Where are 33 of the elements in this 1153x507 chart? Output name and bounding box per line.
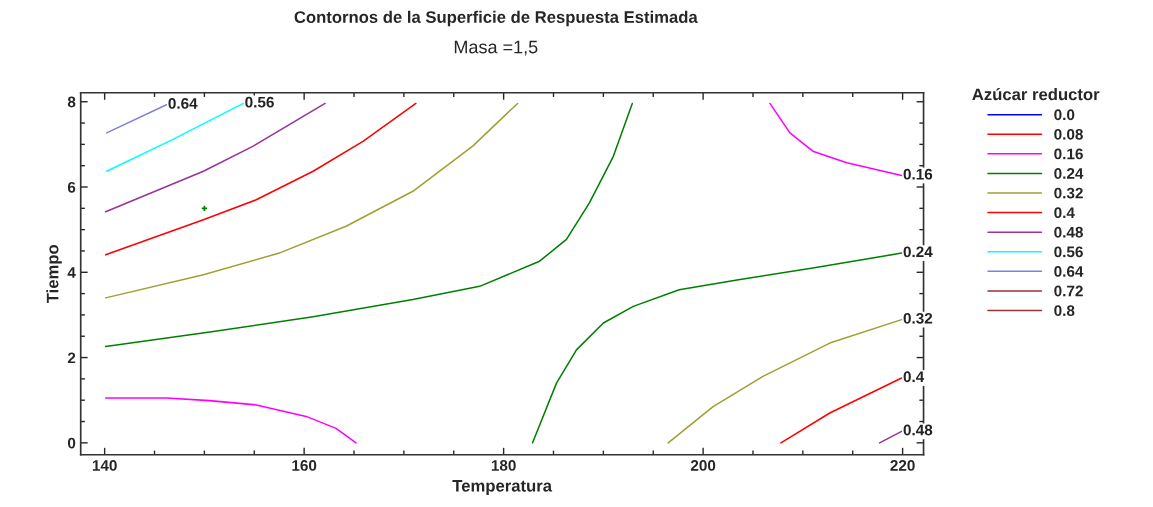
x-tick-label: 160	[292, 460, 317, 471]
annotation: 0.48	[903, 424, 933, 436]
y-tick-label: 4	[67, 267, 76, 278]
legend-label: 0.72	[1054, 285, 1083, 297]
x-tick-label: 200	[690, 460, 716, 471]
y-tick-label: 8	[67, 96, 76, 108]
x-tick-label: 180	[491, 460, 516, 471]
y-tick-label: 6	[67, 181, 76, 193]
annotation: 0.32	[903, 312, 933, 324]
legend-label: 0.32	[1054, 187, 1083, 199]
y-tick-label: 2	[67, 352, 76, 364]
legend-label: 0.56	[1054, 246, 1083, 258]
legend-label: 0.16	[1054, 148, 1083, 160]
legend-label: 0.8	[1054, 305, 1075, 317]
legend-label: 0.4	[1054, 207, 1075, 219]
legend-label: 0.08	[1054, 128, 1083, 140]
annotation: 0.64	[168, 98, 198, 109]
annotation: 0.4	[903, 371, 925, 383]
y-tick-label: 0	[67, 437, 76, 449]
legend-title: Azúcar reductor	[972, 87, 1100, 101]
x-tick-label: 140	[92, 460, 117, 471]
chart-subtitle: Masa =1,5	[454, 40, 538, 56]
annotation: 0.56	[245, 96, 274, 108]
annotation: 0.24	[903, 246, 933, 258]
x-axis-title: Temperatura	[452, 480, 553, 495]
y-axis-title: Tiempo	[46, 244, 62, 304]
legend-label: 0.24	[1054, 168, 1084, 179]
legend-label: 0.0	[1054, 109, 1075, 121]
annotation: 0.16	[903, 168, 933, 180]
x-tick-label: 220	[890, 460, 915, 471]
chart-title: Contornos de la Superficie de Respuesta Estimada	[294, 10, 698, 27]
legend-label: 0.48	[1054, 226, 1083, 238]
legend-label: 0.64	[1054, 266, 1084, 277]
